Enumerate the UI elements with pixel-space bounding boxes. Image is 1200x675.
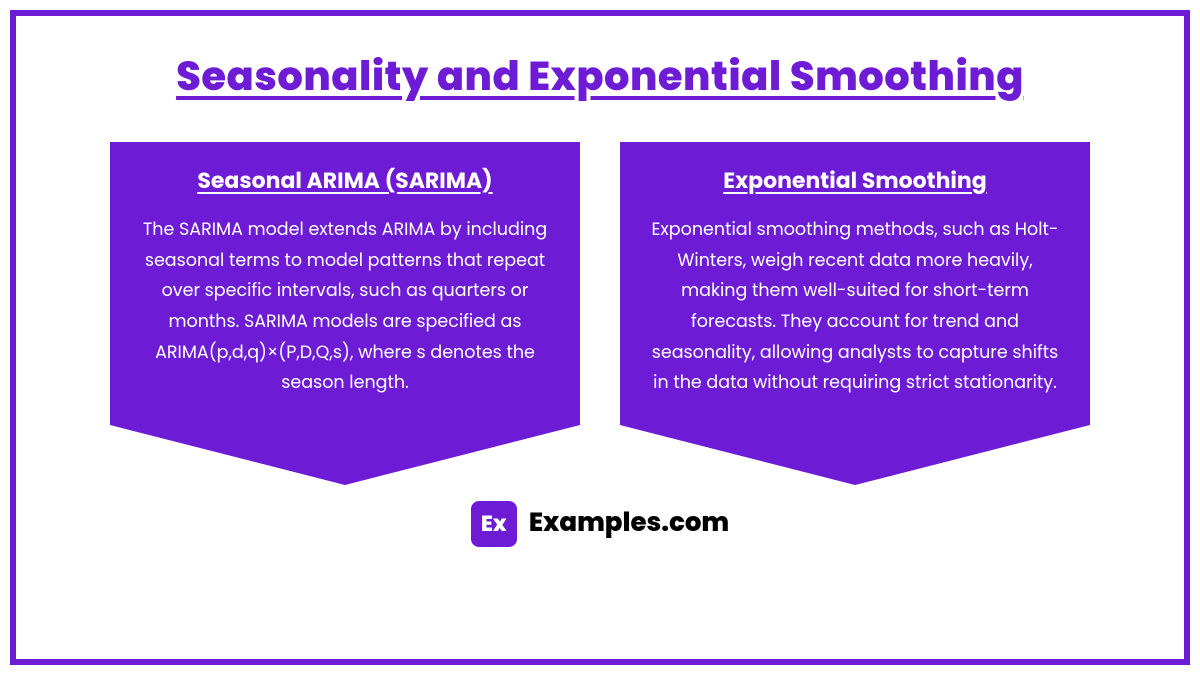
- chevron-down-icon: [620, 425, 1090, 485]
- footer: Ex Examples.com: [471, 501, 729, 547]
- logo-icon: Ex: [471, 501, 517, 547]
- card-title: Seasonal ARIMA (SARIMA): [138, 164, 552, 197]
- card-title: Exponential Smoothing: [648, 164, 1062, 197]
- card-body-wrap: Seasonal ARIMA (SARIMA) The SARIMA model…: [110, 142, 580, 425]
- card-sarima: Seasonal ARIMA (SARIMA) The SARIMA model…: [110, 142, 580, 485]
- cards-row: Seasonal ARIMA (SARIMA) The SARIMA model…: [66, 142, 1134, 485]
- content-frame: Seasonality and Exponential Smoothing Se…: [10, 10, 1190, 665]
- card-exponential-smoothing: Exponential Smoothing Exponential smooth…: [620, 142, 1090, 485]
- page-title: Seasonality and Exponential Smoothing: [176, 46, 1024, 106]
- footer-site-name: Examples.com: [529, 504, 729, 543]
- card-body-wrap: Exponential Smoothing Exponential smooth…: [620, 142, 1090, 425]
- chevron-down-icon: [110, 425, 580, 485]
- logo-text: Ex: [481, 507, 507, 540]
- card-description: Exponential smoothing methods, such as H…: [648, 215, 1062, 399]
- card-description: The SARIMA model extends ARIMA by includ…: [138, 215, 552, 399]
